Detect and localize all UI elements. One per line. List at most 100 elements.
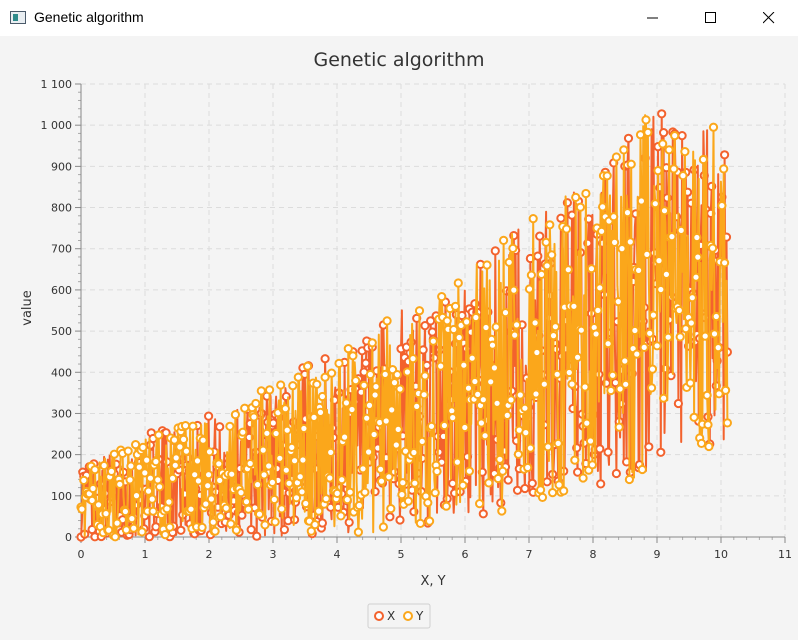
data-point <box>258 445 268 455</box>
x-tick-label: 7 <box>526 548 533 561</box>
data-point <box>499 235 509 245</box>
data-point <box>403 496 413 506</box>
data-point <box>303 361 313 371</box>
data-point <box>676 225 686 235</box>
x-axis-label: X, Y <box>420 574 445 589</box>
data-point <box>181 446 191 456</box>
data-point <box>509 285 519 295</box>
data-point <box>603 339 613 349</box>
data-point <box>364 447 374 457</box>
data-point <box>652 341 662 351</box>
data-point <box>354 500 364 511</box>
data-point <box>617 244 627 254</box>
close-button[interactable] <box>740 0 798 36</box>
data-point <box>510 330 520 340</box>
data-point <box>673 398 684 409</box>
data-point <box>547 250 557 260</box>
data-point <box>602 171 612 181</box>
data-point <box>548 488 558 498</box>
x-tick-label: 0 <box>78 548 85 561</box>
data-point <box>473 389 483 399</box>
data-point <box>417 436 427 446</box>
data-point <box>573 467 583 477</box>
data-point <box>709 329 720 339</box>
data-point <box>225 421 235 431</box>
data-point <box>687 293 697 303</box>
data-point <box>717 201 727 211</box>
data-point <box>109 449 119 459</box>
y-tick-label: 400 <box>51 366 72 379</box>
data-point <box>436 361 446 371</box>
data-point <box>193 476 203 486</box>
data-point <box>482 260 492 270</box>
data-point <box>478 395 488 405</box>
legend-label-y: Y <box>415 609 424 623</box>
data-point <box>581 188 591 199</box>
data-point <box>221 503 231 513</box>
data-point <box>376 464 386 474</box>
data-point <box>364 400 375 410</box>
data-point <box>442 316 452 326</box>
data-point <box>215 422 225 432</box>
data-point <box>586 264 597 274</box>
data-point <box>106 466 117 476</box>
data-point <box>450 301 461 311</box>
minimize-button[interactable] <box>624 0 682 36</box>
y-tick-label: 900 <box>51 160 72 173</box>
data-point <box>528 214 538 224</box>
data-point <box>623 133 634 143</box>
data-point <box>462 317 472 327</box>
data-point <box>238 427 248 437</box>
data-point <box>575 202 586 212</box>
data-point <box>720 258 730 268</box>
data-point <box>293 372 303 382</box>
data-point <box>371 382 381 392</box>
data-point <box>624 474 635 485</box>
data-point <box>256 386 266 396</box>
data-point <box>427 327 437 337</box>
data-point <box>561 224 572 234</box>
data-point <box>490 246 500 256</box>
data-point <box>408 354 418 364</box>
data-point <box>301 498 311 509</box>
data-point <box>164 497 174 507</box>
data-point <box>500 308 511 318</box>
data-point <box>362 413 372 423</box>
data-point <box>495 454 505 464</box>
data-point <box>559 486 569 496</box>
data-point <box>532 347 542 358</box>
data-point <box>216 512 226 522</box>
y-tick-label: 200 <box>51 449 72 462</box>
data-point <box>237 510 247 520</box>
data-point <box>708 243 718 253</box>
data-point <box>523 462 533 473</box>
data-point <box>226 519 236 529</box>
data-point <box>269 494 279 505</box>
data-point <box>204 411 214 421</box>
data-point <box>337 475 347 485</box>
data-point <box>545 220 555 230</box>
data-point <box>674 305 684 315</box>
data-point <box>290 456 300 466</box>
x-tick-label: 1 <box>142 548 149 561</box>
data-point <box>641 115 651 125</box>
data-point <box>94 500 104 510</box>
data-point <box>246 525 256 535</box>
data-point <box>502 410 512 420</box>
data-point <box>459 360 469 370</box>
data-point <box>686 318 696 328</box>
data-point <box>491 322 501 332</box>
data-point <box>721 385 731 395</box>
data-point <box>669 164 679 174</box>
data-point <box>309 412 319 422</box>
maximize-button[interactable] <box>682 0 740 36</box>
x-tick-label: 6 <box>462 548 469 561</box>
data-point <box>704 441 714 452</box>
data-point <box>197 522 207 532</box>
data-point <box>619 145 629 155</box>
data-point <box>343 344 353 354</box>
data-point <box>428 336 438 346</box>
data-point <box>430 488 440 498</box>
data-point <box>262 428 272 438</box>
data-point <box>380 369 390 379</box>
